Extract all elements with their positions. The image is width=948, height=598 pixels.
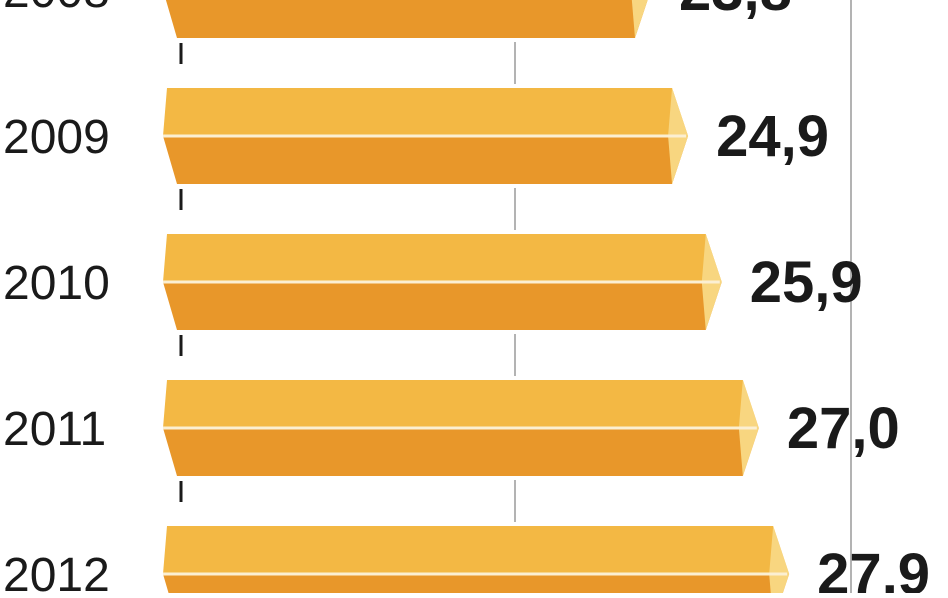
category-label-2009: 2009 — [3, 111, 110, 164]
bar-bottom-2009 — [163, 136, 689, 184]
value-label-2008: 23,8 — [679, 0, 792, 23]
bar-bottom-2008 — [165, 0, 648, 38]
bar-top-2012 — [163, 526, 790, 574]
category-label-2008: 2008 — [3, 0, 110, 18]
bar-group-2010: 2010 25,9 — [3, 230, 863, 334]
category-label-2011: 2011 — [3, 403, 106, 456]
value-label-2010: 25,9 — [750, 250, 863, 315]
bar-top-2009 — [163, 88, 689, 136]
bar-bottom-2010 — [163, 282, 722, 330]
category-label-2012: 2012 — [3, 549, 110, 593]
bar-group-2011: 2011 27,0 — [3, 376, 900, 480]
bar-top-2010 — [163, 234, 722, 282]
category-label-2010: 2010 — [3, 257, 110, 310]
bar-bottom-2012 — [163, 574, 790, 598]
bar-group-2012: 2012 27,9 — [3, 522, 930, 598]
value-label-2011: 27,0 — [787, 396, 900, 461]
value-label-2012: 27,9 — [817, 542, 930, 593]
bar-bottom-2011 — [163, 428, 759, 476]
bar-top-2011 — [163, 380, 759, 428]
bar-group-2009: 2009 24,9 — [3, 84, 829, 188]
bar-cap-2012 — [769, 526, 790, 598]
bar-cap-2008 — [631, 0, 648, 38]
bar-group-2008: 2008 23,8 — [3, 0, 792, 42]
value-label-2009: 24,9 — [716, 104, 829, 169]
